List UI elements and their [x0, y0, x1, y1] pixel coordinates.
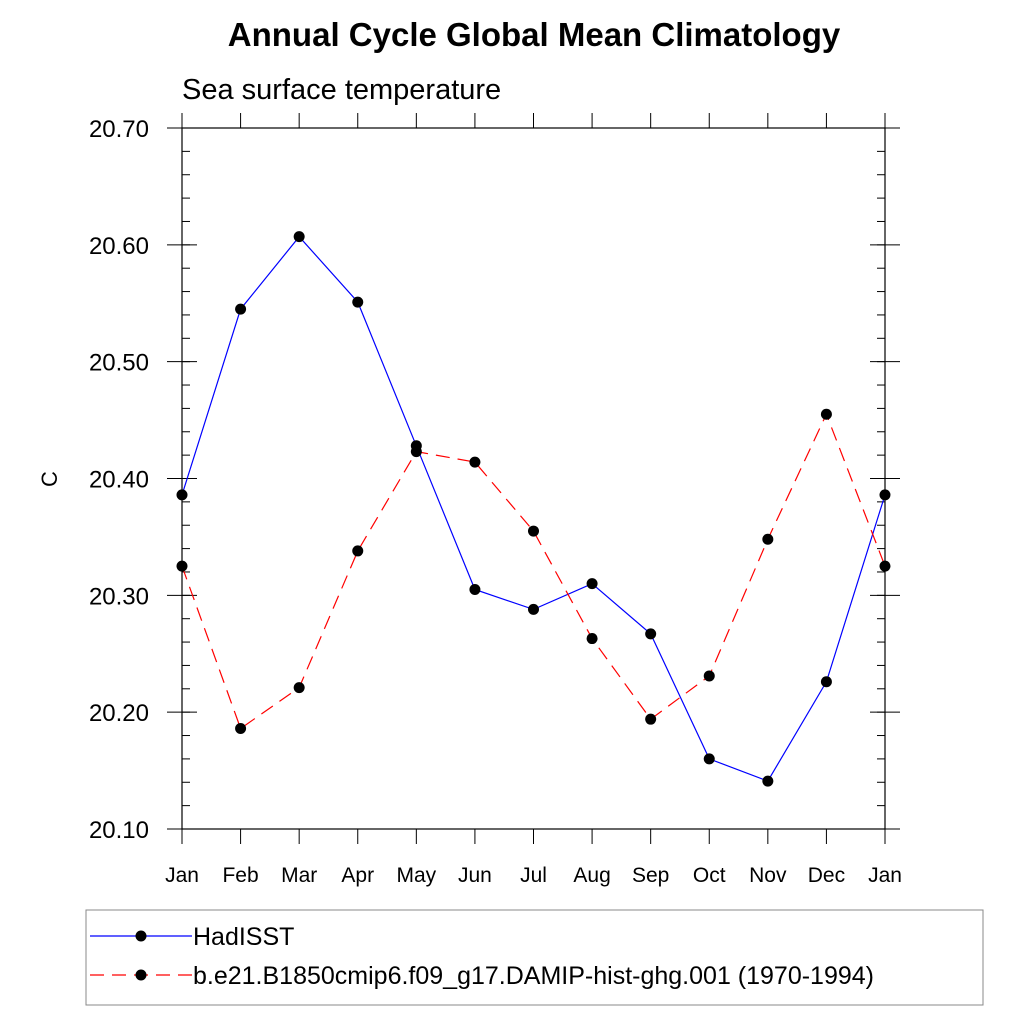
data-point	[703, 753, 715, 765]
y-tick-label: 20.20	[89, 700, 149, 727]
x-tick-label: Jan	[165, 864, 199, 887]
y-tick-label: 20.10	[89, 817, 149, 844]
data-point	[820, 408, 832, 420]
chart-title: Annual Cycle Global Mean Climatology	[228, 16, 841, 53]
data-point	[469, 456, 481, 468]
y-tick-label: 20.30	[89, 583, 149, 610]
data-point	[410, 446, 422, 458]
series-1	[176, 408, 891, 735]
legend: HadISST b.e21.B1850cmip6.f09_g17.DAMIP-h…	[85, 909, 984, 1006]
data-point	[645, 628, 657, 640]
x-tick-label: Aug	[573, 864, 610, 887]
data-point	[176, 489, 188, 501]
x-tick-label: Dec	[808, 864, 845, 887]
data-point	[352, 296, 364, 308]
x-tick-label: Mar	[281, 864, 317, 887]
data-point	[528, 603, 539, 615]
data-point	[879, 560, 891, 572]
series-line	[181, 412, 886, 730]
series-0	[176, 231, 891, 787]
plot-frame	[181, 127, 886, 830]
data-point	[293, 682, 305, 694]
x-tick-label: Jun	[458, 864, 492, 887]
x-tick-label: Apr	[341, 864, 374, 887]
data-point	[235, 303, 247, 315]
y-tick-label: 20.50	[89, 350, 149, 377]
data-point	[820, 676, 832, 688]
y-axis-label: C	[37, 471, 62, 487]
data-point	[528, 525, 539, 537]
legend-marker-model	[135, 969, 147, 981]
legend-box	[85, 909, 984, 1006]
y-tick-label: 20.60	[89, 233, 149, 260]
data-point	[293, 231, 305, 243]
data-point	[762, 775, 774, 787]
series-line	[181, 235, 886, 782]
data-point	[879, 489, 891, 501]
legend-marker-hadisst	[135, 930, 147, 942]
data-point	[176, 560, 188, 572]
chart-subtitle: Sea surface temperature	[182, 74, 501, 106]
y-tick-label: 20.40	[89, 467, 149, 494]
data-point	[469, 583, 481, 595]
x-tick-label: Sep	[632, 864, 669, 887]
legend-label-model: b.e21.B1850cmip6.f09_g17.DAMIP-hist-ghg.…	[193, 962, 874, 990]
data-point	[235, 723, 247, 735]
x-tick-label: Nov	[749, 864, 787, 887]
data-point	[586, 633, 598, 645]
x-tick-label: Feb	[222, 864, 258, 887]
series-layer	[176, 231, 891, 787]
axes: 20.10 20.20 20.30 20.40 20.50 20.60 20.70 Jan Fe…	[89, 113, 902, 887]
data-point	[762, 533, 774, 545]
x-tick-label: Jan	[868, 864, 902, 887]
data-point	[703, 670, 715, 682]
data-point	[586, 578, 598, 590]
x-tick-label: Jul	[520, 864, 547, 887]
data-point	[645, 713, 657, 725]
x-tick-label: May	[396, 864, 436, 887]
y-tick-label: 20.70	[89, 116, 149, 143]
x-tick-label: Oct	[693, 864, 726, 887]
legend-label-hadisst: HadISST	[193, 923, 294, 951]
data-point	[352, 545, 364, 557]
